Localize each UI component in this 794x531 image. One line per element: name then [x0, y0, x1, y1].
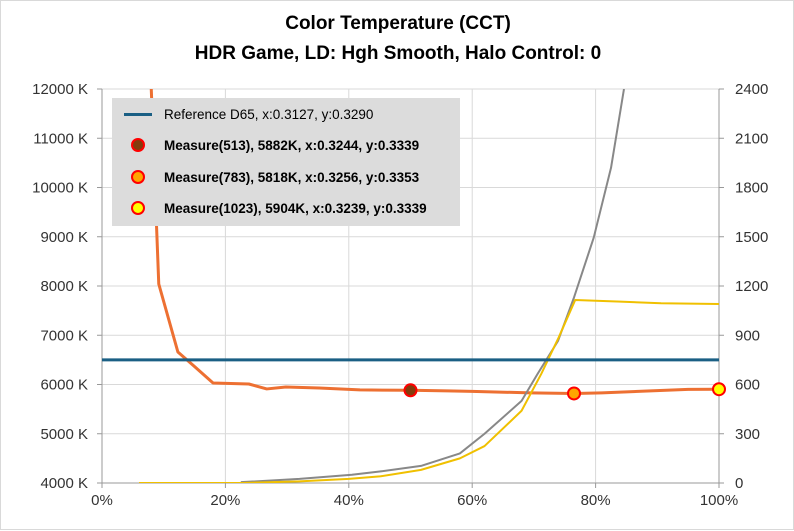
legend-item-measure-513: Measure(513), 5882K, x:0.3244, y:0.3339: [112, 135, 419, 155]
y-tick-label: 5000 K: [40, 426, 88, 443]
x-tick-label: 40%: [334, 492, 364, 509]
y-tick-label: 11000 K: [33, 130, 88, 147]
y2-tick-label: 1200: [735, 278, 768, 295]
x-tick-label: 80%: [581, 492, 611, 509]
y-tick-label: 8000 K: [40, 278, 88, 295]
marker-dot-icon: [131, 201, 145, 215]
y-tick-label: 7000 K: [40, 327, 88, 344]
y-tick-label: 6000 K: [40, 377, 88, 394]
y2-tick-label: 1500: [735, 229, 768, 246]
y2-tick-label: 600: [735, 377, 760, 394]
series-line-target-luminance: [240, 89, 625, 483]
y2-tick-label: 2100: [735, 130, 768, 147]
legend-item-measure-1023: Measure(1023), 5904K, x:0.3239, y:0.3339: [112, 198, 427, 218]
legend-item-measure-783: Measure(783), 5818K, x:0.3256, y:0.3353: [112, 167, 419, 187]
marker-dot-icon: [131, 170, 145, 184]
series-line-measured-luminance: [139, 298, 719, 483]
legend-label: Measure(1023), 5904K, x:0.3239, y:0.3339: [164, 200, 427, 216]
y2-tick-label: 900: [735, 327, 760, 344]
x-tick-label: 0%: [91, 492, 113, 509]
marker-dot-icon: [131, 138, 145, 152]
line-swatch-icon: [124, 112, 152, 116]
legend-label: Measure(783), 5818K, x:0.3256, y:0.3353: [164, 169, 420, 185]
y-tick-label: 9000 K: [40, 229, 88, 246]
x-tick-label: 60%: [457, 492, 487, 509]
y2-tick-label: 0: [735, 475, 743, 492]
y-tick-label: 10000 K: [32, 180, 88, 197]
y-tick-label: 12000 K: [32, 81, 88, 98]
measure-marker-2: [712, 382, 726, 397]
y2-tick-label: 300: [735, 426, 760, 443]
measure-marker-0: [403, 383, 418, 398]
legend-label: Measure(513), 5882K, x:0.3244, y:0.3339: [164, 137, 420, 153]
y2-tick-label: 1800: [735, 180, 768, 197]
legend-label: Reference D65, x:0.3127, y:0.3290: [164, 106, 374, 122]
measure-marker-1: [567, 386, 582, 401]
chart-title: Color Temperature (CCT): [285, 13, 511, 34]
y2-tick-label: 2400: [735, 81, 768, 98]
x-tick-label: 100%: [700, 492, 738, 509]
y-tick-label: 4000 K: [40, 475, 88, 492]
x-tick-label: 20%: [210, 492, 240, 509]
legend-item-reference: Reference D65, x:0.3127, y:0.3290: [112, 104, 373, 124]
chart-subtitle: HDR Game, LD: Hgh Smooth, Halo Control: …: [194, 43, 602, 64]
legend: Reference D65, x:0.3127, y:0.3290 Measur…: [112, 98, 460, 226]
